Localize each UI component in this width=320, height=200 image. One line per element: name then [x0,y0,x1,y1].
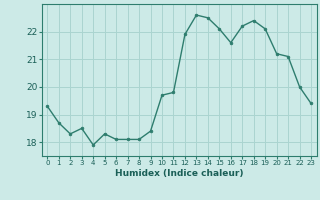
X-axis label: Humidex (Indice chaleur): Humidex (Indice chaleur) [115,169,244,178]
